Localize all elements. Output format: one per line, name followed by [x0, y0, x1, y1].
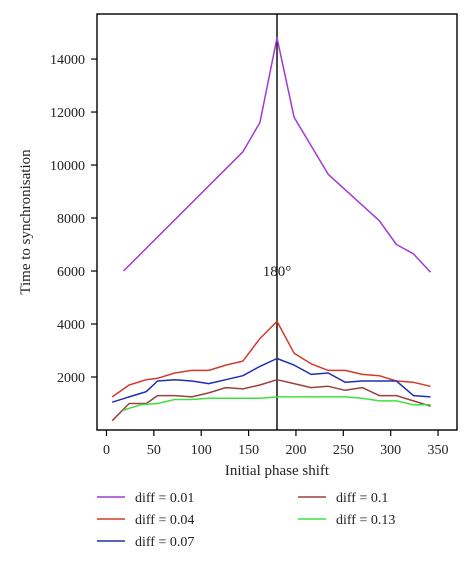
x-tick-label: 350	[428, 443, 449, 458]
series-layer	[111, 37, 432, 422]
x-tick-label: 150	[238, 443, 259, 458]
x-tick-label: 0	[103, 443, 110, 458]
legend-label: diff = 0.04	[135, 513, 194, 528]
x-tick-label: 300	[380, 443, 401, 458]
y-tick-label: 8000	[57, 212, 85, 227]
legend-label: diff = 0.07	[135, 535, 194, 550]
legend-label: diff = 0.01	[135, 491, 194, 506]
legend: diff = 0.01 diff = 0.04 diff = 0.07 diff = …	[97, 491, 395, 550]
y-tick-label: 2000	[57, 371, 85, 386]
x-tick-label: 200	[285, 443, 306, 458]
y-axis: 2000 4000 6000 8000 10000 12000 14000	[50, 53, 97, 386]
y-tick-label: 12000	[50, 106, 85, 121]
x-tick-label: 100	[191, 443, 212, 458]
series-line-2	[111, 320, 431, 398]
y-axis-label: Time to synchronisation	[18, 149, 34, 295]
x-tick-label: 250	[333, 443, 354, 458]
y-tick-label: 14000	[50, 53, 85, 68]
x-axis: 0 50 100 150 200 250 300 350	[103, 430, 449, 458]
x-tick-label: 50	[147, 443, 161, 458]
y-tick-label: 6000	[57, 265, 85, 280]
annotation-180: 180°	[263, 264, 292, 280]
x-axis-label: Initial phase shift	[225, 463, 330, 479]
y-tick-label: 4000	[57, 318, 85, 333]
series-line-4	[111, 378, 431, 422]
legend-label: diff = 0.13	[336, 513, 395, 528]
series-line-5	[123, 396, 431, 411]
legend-label: diff = 0.1	[336, 491, 388, 506]
y-tick-label: 10000	[50, 159, 85, 174]
series-line-1	[122, 37, 432, 273]
series-line-3	[111, 357, 431, 403]
